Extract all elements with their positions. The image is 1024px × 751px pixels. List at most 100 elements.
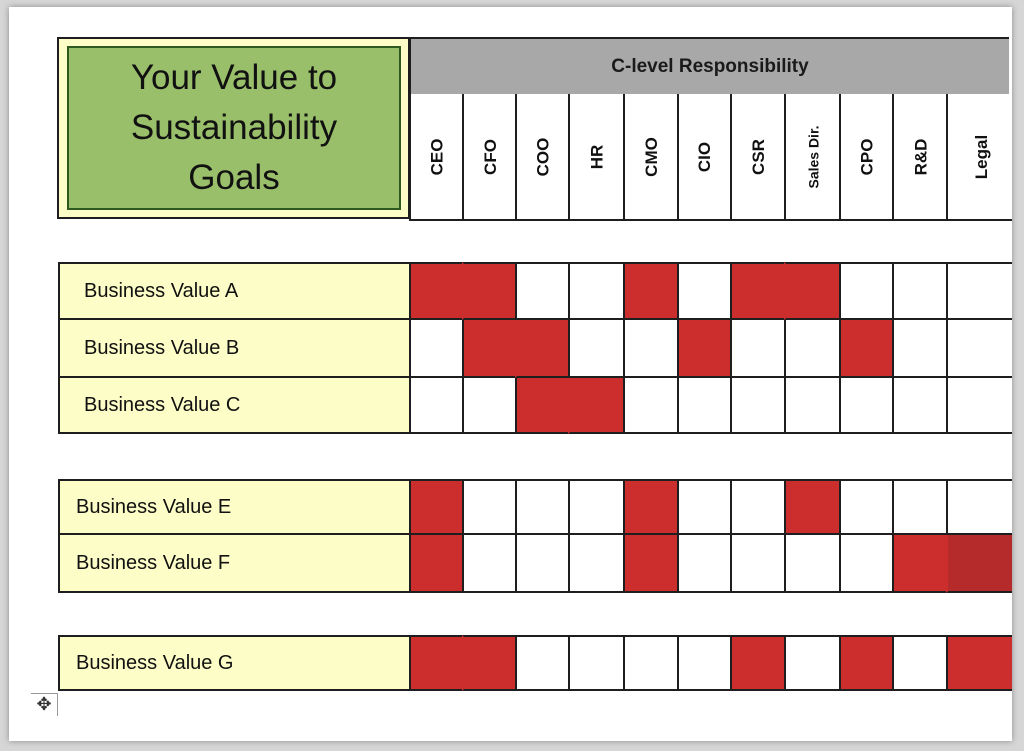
column-header-legal: Legal [946, 94, 1012, 221]
responsibility-header: C-level Responsibility [409, 37, 1009, 94]
row-label-business-value-c: Business Value C [58, 378, 409, 434]
matrix-cell-empty [730, 479, 784, 535]
matrix-cell-empty [946, 262, 1012, 320]
matrix-cell-empty [677, 262, 730, 320]
column-header-label: HR [587, 144, 607, 169]
matrix-cell-empty [515, 262, 568, 320]
matrix-cell-empty [409, 320, 462, 378]
matrix-cell-empty [568, 262, 623, 320]
matrix-cell-marked [730, 635, 784, 691]
matrix-cell-marked [515, 320, 568, 378]
matrix-cell-empty [677, 635, 730, 691]
matrix-cell-marked [946, 535, 1012, 593]
move-table-icon[interactable]: ✥ [31, 693, 58, 716]
column-header-label: CFO [480, 138, 500, 175]
matrix-cell-empty [730, 378, 784, 434]
row-label-business-value-e: Business Value E [58, 479, 409, 535]
matrix-cell-marked [892, 535, 946, 593]
matrix-cell-empty [784, 378, 839, 434]
matrix-cell-empty [462, 378, 515, 434]
matrix-cell-marked [462, 635, 515, 691]
matrix-cell-marked [462, 262, 515, 320]
matrix-cell-empty [784, 320, 839, 378]
matrix-cell-empty [568, 320, 623, 378]
column-header-cpo: CPO [839, 94, 894, 221]
matrix-cell-empty [946, 320, 1012, 378]
matrix-cell-empty [515, 635, 568, 691]
matrix-cell-empty [784, 535, 839, 593]
matrix-cell-empty [515, 479, 568, 535]
matrix-cell-empty [839, 262, 892, 320]
matrix-cell-marked [677, 320, 730, 378]
column-header-label: COO [533, 137, 553, 176]
row-label-business-value-g: Business Value G [58, 635, 409, 691]
matrix-cell-empty [568, 635, 623, 691]
matrix-cell-marked [462, 320, 515, 378]
matrix-cell-empty [623, 320, 677, 378]
matrix-cell-marked [623, 479, 677, 535]
column-header-label: CMO [641, 136, 661, 177]
matrix-cell-marked [409, 535, 462, 593]
column-header-label: Sales Dir. [805, 124, 822, 189]
matrix-cell-empty [839, 378, 892, 434]
matrix-cell-marked [409, 262, 462, 320]
matrix-cell-marked [409, 479, 462, 535]
matrix-cell-empty [730, 535, 784, 593]
matrix-cell-marked [839, 320, 892, 378]
document-page: Your Value to Sustainability Goals C-lev… [9, 7, 1012, 741]
matrix-cell-marked [946, 635, 1012, 691]
matrix-cell-empty [677, 535, 730, 593]
column-header-label: CSR [749, 138, 768, 175]
matrix-title: Your Value to Sustainability Goals [130, 58, 338, 197]
matrix-cell-empty [568, 535, 623, 593]
matrix-cell-marked [839, 635, 892, 691]
matrix-cell-empty [946, 479, 1012, 535]
title-panel: Your Value to Sustainability Goals [67, 46, 401, 210]
column-header-cmo: CMO [623, 94, 679, 221]
matrix-cell-empty [515, 535, 568, 593]
matrix-cell-marked [730, 262, 784, 320]
matrix-cell-empty [462, 479, 515, 535]
matrix-cell-marked [515, 378, 568, 434]
matrix-cell-marked [409, 635, 462, 691]
row-label-business-value-f: Business Value F [58, 535, 409, 593]
matrix-cell-empty [462, 535, 515, 593]
responsibility-header-label: C-level Responsibility [611, 55, 809, 77]
matrix-cell-empty [677, 479, 730, 535]
column-header-label: Legal [972, 134, 991, 179]
matrix-cell-empty [946, 378, 1012, 434]
matrix-cell-empty [892, 262, 946, 320]
title-cell: Your Value to Sustainability Goals [57, 37, 410, 219]
matrix-cell-empty [623, 635, 677, 691]
column-header-csr: CSR [730, 94, 786, 221]
row-label-business-value-b: Business Value B [58, 320, 409, 378]
matrix-cell-empty [568, 479, 623, 535]
column-header-ceo: CEO [409, 94, 464, 221]
column-header-coo: COO [515, 94, 570, 221]
column-header-label: CIO [695, 141, 715, 172]
matrix-cell-empty [892, 320, 946, 378]
matrix-cell-empty [892, 479, 946, 535]
column-header-hr: HR [568, 94, 625, 221]
matrix-cell-empty [839, 535, 892, 593]
column-header-cfo: CFO [462, 94, 517, 221]
matrix-cell-empty [892, 378, 946, 434]
matrix-cell-marked [623, 262, 677, 320]
matrix-cell-empty [784, 635, 839, 691]
row-label-business-value-a: Business Value A [58, 262, 409, 320]
matrix-cell-marked [623, 535, 677, 593]
matrix-cell-empty [892, 635, 946, 691]
column-header-label: CEO [427, 138, 447, 175]
matrix-cell-marked [784, 479, 839, 535]
column-header-label: CPO [857, 138, 877, 175]
matrix-cell-empty [677, 378, 730, 434]
column-header-label: R&D [911, 138, 930, 175]
column-header-sales-dir: Sales Dir. [784, 94, 841, 221]
matrix-cell-marked [568, 378, 623, 434]
matrix-cell-marked [784, 262, 839, 320]
matrix-cell-empty [730, 320, 784, 378]
matrix-cell-empty [839, 479, 892, 535]
column-header-cio: CIO [677, 94, 732, 221]
matrix-cell-empty [623, 378, 677, 434]
matrix-cell-empty [409, 378, 462, 434]
